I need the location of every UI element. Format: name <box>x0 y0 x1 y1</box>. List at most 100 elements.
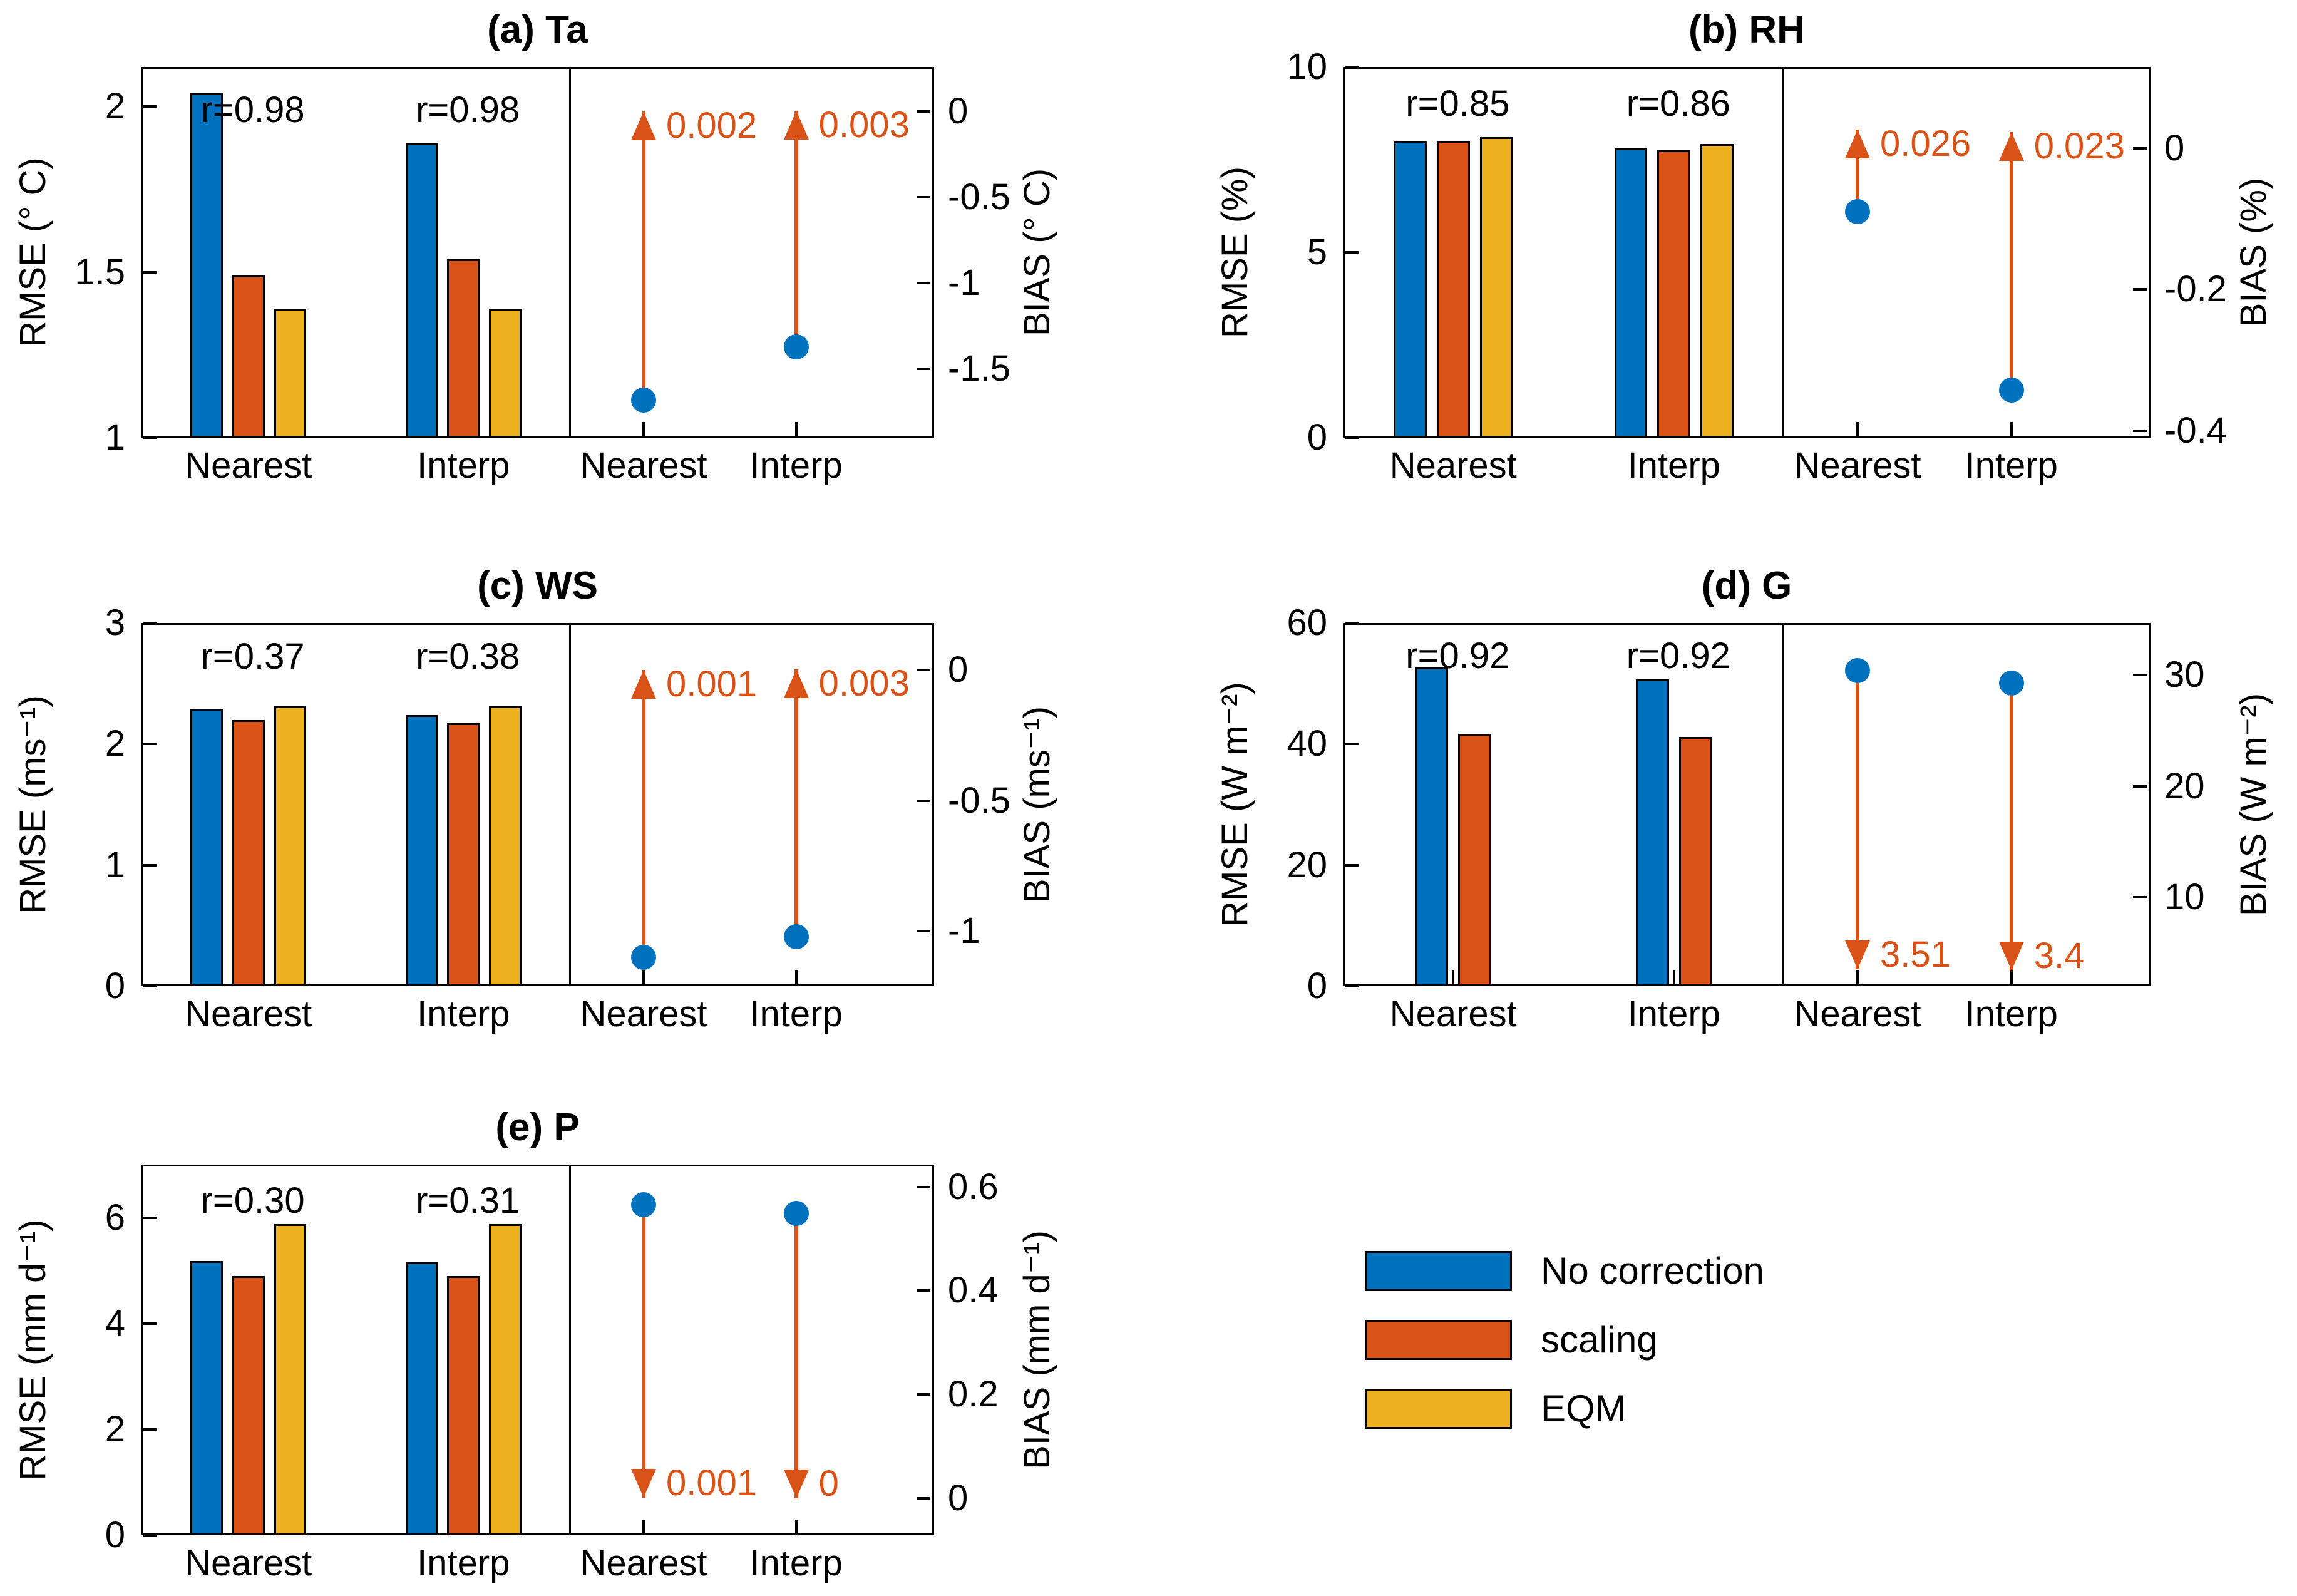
bias-tick-label: -0.5 <box>948 177 1010 218</box>
bias-no-correction-dot <box>631 1192 656 1217</box>
bias-arrow-value-label: 0.026 <box>1880 123 1971 165</box>
bias-tick-mark <box>2133 785 2147 788</box>
legend-item-scaling: scaling <box>1365 1320 1764 1360</box>
bias-tick-label: -1 <box>948 262 980 304</box>
legend-swatch-no-correction <box>1365 1251 1512 1291</box>
bar-no-correction <box>1394 141 1427 438</box>
bias-tick-mark <box>917 799 930 802</box>
rmse-x-tick-mark <box>1672 970 1675 984</box>
bias-tick-mark <box>2133 896 2147 899</box>
r-label: r=0.92 <box>1405 636 1510 677</box>
rmse-x-tick-label: Interp <box>1627 445 1720 486</box>
rmse-tick-label: 2 <box>105 1408 125 1449</box>
bar-no-correction <box>1415 667 1449 986</box>
rmse-tick-mark <box>143 1322 157 1325</box>
bar-eqm <box>489 1223 522 1535</box>
rmse-tick-label: 3 <box>105 602 125 643</box>
bias-x-tick-mark <box>2010 970 2013 984</box>
bias-x-tick-mark <box>794 970 798 984</box>
bar-no-correction <box>190 93 223 438</box>
bias-tick-label: 0 <box>948 1478 969 1519</box>
rmse-tick-label: 1 <box>105 844 125 885</box>
bias-tick-mark <box>917 1393 930 1396</box>
bar-scaling <box>1458 733 1492 986</box>
bias-arrow-line <box>1856 671 1859 970</box>
legend-item-no-correction: No correction <box>1365 1251 1764 1291</box>
bias-arrow-head-down-icon <box>1845 940 1870 970</box>
rmse-tick-mark <box>1345 985 1359 987</box>
bias-arrow-head-up-icon <box>1845 130 1870 159</box>
rmse-tick-label: 2 <box>105 86 125 127</box>
rmse-x-tick-label: Interp <box>417 994 510 1034</box>
rmse-tick-mark <box>1345 66 1359 68</box>
rmse-x-tick-label: Interp <box>417 445 510 486</box>
chart-title: (b) RH <box>1688 8 1805 51</box>
rmse-tick-mark <box>1345 436 1359 439</box>
bias-arrow-value-label: 0.003 <box>818 662 910 704</box>
rmse-tick-label: 0 <box>105 1515 125 1555</box>
bar-scaling <box>447 723 480 986</box>
chart-title: (e) P <box>495 1106 580 1149</box>
bias-x-tick-label: Interp <box>1965 445 2058 486</box>
bias-x-tick-label: Nearest <box>1794 445 1921 486</box>
rmse-tick-mark <box>143 270 157 274</box>
rmse-tick-label: 1.5 <box>75 251 125 292</box>
bias-tick-label: 0 <box>948 91 969 132</box>
bias-tick-mark <box>917 1289 930 1292</box>
bias-arrow-line <box>794 1213 798 1499</box>
bias-arrow-head-up-icon <box>1998 131 2024 161</box>
bias-arrow-head-down-icon <box>1998 942 2024 971</box>
rmse-tick-label: 10 <box>1287 46 1327 87</box>
rmse-tick-label: 0 <box>1307 417 1327 458</box>
rmse-x-tick-label: Interp <box>1627 994 1720 1034</box>
bias-axes <box>571 67 934 438</box>
bias-x-tick-label: Nearest <box>580 994 707 1034</box>
r-label: r=0.37 <box>200 636 305 677</box>
bar-scaling <box>232 275 265 438</box>
bias-tick-mark <box>2133 429 2147 432</box>
bias-axes <box>571 1165 934 1535</box>
rmse-axes <box>1343 67 1784 438</box>
bar-scaling <box>447 1275 480 1535</box>
bias-x-tick-label: Interp <box>749 1543 843 1583</box>
r-label: r=0.98 <box>416 89 520 130</box>
rmse-tick-mark <box>143 1428 157 1431</box>
legend-label-no-correction: No correction <box>1541 1250 1764 1292</box>
r-label: r=0.86 <box>1626 83 1730 125</box>
rmse-tick-label: 6 <box>105 1197 125 1238</box>
bar-no-correction <box>190 1260 223 1535</box>
r-label: r=0.30 <box>200 1180 305 1221</box>
bar-scaling <box>232 719 265 986</box>
rmse-tick-mark <box>143 863 157 867</box>
bias-x-tick-mark <box>2010 422 2013 436</box>
rmse-axes <box>1343 623 1784 986</box>
rmse-tick-label: 60 <box>1287 602 1327 643</box>
rmse-tick-mark <box>143 1534 157 1537</box>
rmse-axes <box>141 67 571 438</box>
bar-eqm <box>1700 144 1734 438</box>
bias-arrow-line <box>794 669 798 937</box>
bias-tick-mark <box>2133 674 2147 677</box>
bar-scaling <box>1657 150 1691 438</box>
bar-no-correction <box>1614 148 1648 438</box>
bias-tick-label: -1 <box>948 910 980 952</box>
bias-tick-mark <box>917 1497 930 1500</box>
bias-arrow-value-label: 3.4 <box>2033 935 2085 977</box>
rmse-tick-mark <box>1345 622 1359 624</box>
rmse-tick-label: 40 <box>1287 723 1327 765</box>
rmse-tick-mark <box>143 105 157 108</box>
r-label: r=0.98 <box>200 89 305 130</box>
bar-no-correction <box>190 709 223 986</box>
chart-title: (d) G <box>1701 564 1792 607</box>
bar-no-correction <box>405 714 438 986</box>
bias-no-correction-dot <box>783 334 809 359</box>
bias-tick-mark <box>917 110 930 113</box>
bias-x-tick-mark <box>1856 422 1859 436</box>
bias-x-tick-mark <box>642 422 645 436</box>
rmse-x-tick-label: Nearest <box>185 1543 312 1583</box>
bias-no-correction-dot <box>783 1200 809 1226</box>
